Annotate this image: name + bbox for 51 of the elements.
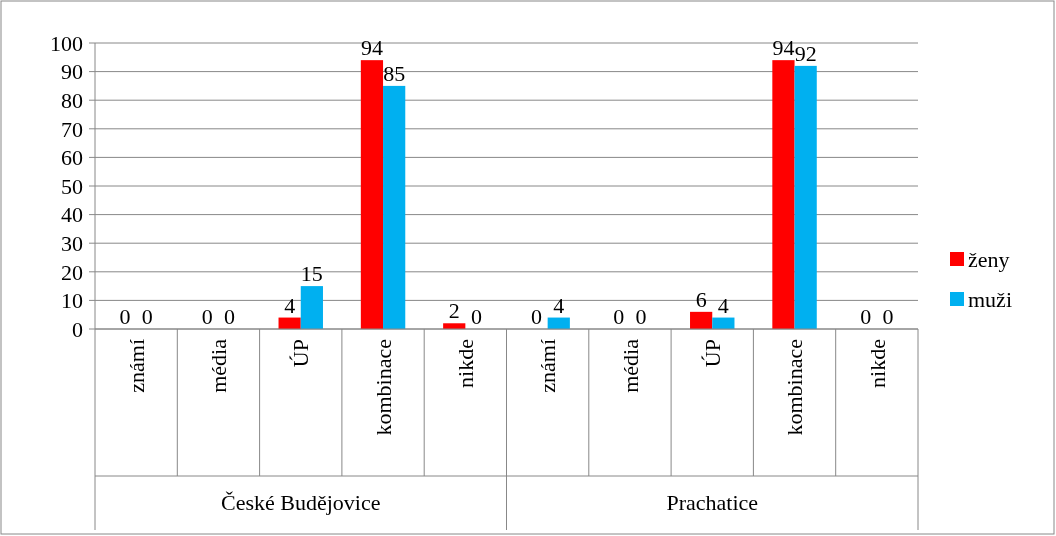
y-tick-label: 30: [61, 230, 83, 256]
x-tick-label: známí: [535, 339, 561, 393]
data-label: 0: [860, 304, 872, 329]
data-label: 0: [201, 304, 213, 329]
data-label: 6: [695, 286, 707, 312]
y-tick-label: 100: [50, 30, 83, 56]
text: Prachatice: [666, 490, 759, 515]
data-label: 94: [360, 35, 383, 61]
bar: [300, 286, 323, 329]
data-label: 0: [531, 304, 543, 329]
data-label: 92: [794, 40, 817, 66]
x-tick-label: kombinace: [782, 339, 808, 436]
legend-label: ženy: [968, 246, 1010, 272]
data-label: 15: [300, 261, 323, 287]
bar: [690, 311, 713, 329]
data-label: 4: [284, 292, 296, 318]
y-tick-label: 80: [61, 87, 83, 113]
y-tick-label: 50: [61, 173, 83, 199]
data-label: 0: [882, 304, 894, 329]
data-label: 4: [553, 292, 565, 318]
x-tick-label: ÚP: [699, 339, 725, 368]
data-label: 2: [448, 298, 460, 324]
data-label: 0: [635, 304, 647, 329]
y-tick-label: 0: [72, 316, 83, 342]
data-label: 0: [613, 304, 625, 329]
y-tick-label: 60: [61, 145, 83, 171]
y-tick-label: 10: [61, 288, 83, 314]
x-tick-label: nikde: [453, 339, 479, 388]
data-label: 0: [224, 304, 236, 329]
legend-label: muži: [968, 286, 1012, 312]
x-tick-label: kombinace: [370, 339, 396, 436]
bar: [383, 85, 406, 329]
x-tick-label: známí: [123, 339, 149, 393]
x-tick-label: média: [617, 338, 643, 393]
data-label: 0: [119, 304, 131, 329]
x-tick-label: nikde: [864, 339, 890, 388]
y-tick-label: 70: [61, 116, 83, 142]
bar: [360, 60, 384, 329]
bar: [772, 60, 795, 329]
y-tick-label: 40: [61, 202, 83, 228]
text: České Budějovice: [221, 490, 381, 515]
x-tick-label: média: [206, 338, 232, 393]
data-label: 0: [141, 304, 153, 329]
bar: [794, 65, 817, 329]
data-label: 85: [383, 60, 406, 86]
data-label: 4: [717, 292, 729, 318]
y-tick-label: 20: [61, 259, 83, 285]
x-tick-label: ÚP: [288, 339, 314, 368]
data-label: 94: [772, 35, 795, 61]
y-tick-label: 90: [61, 59, 83, 85]
data-label: 0: [470, 304, 482, 329]
